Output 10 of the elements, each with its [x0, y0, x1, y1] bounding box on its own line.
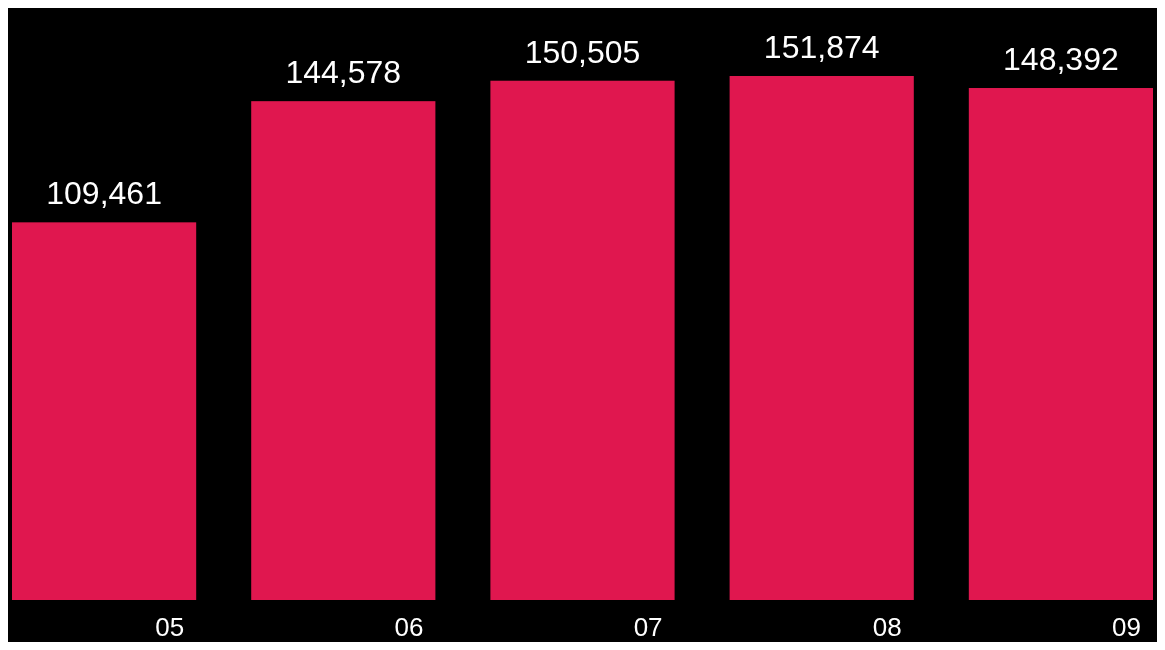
x-tick-label: 07: [633, 612, 663, 642]
data-label: 151,874: [763, 29, 880, 65]
data-label: 148,392: [1003, 41, 1119, 78]
x-tick-label: 09: [1112, 612, 1141, 642]
x-tick-label: 05: [155, 612, 185, 642]
x-tick-label: 06: [394, 612, 424, 642]
data-label: 109,461: [46, 175, 162, 212]
data-label: 144,578: [285, 54, 402, 91]
data-label: 150,505: [524, 33, 641, 70]
x-tick-label: 08: [872, 612, 902, 642]
